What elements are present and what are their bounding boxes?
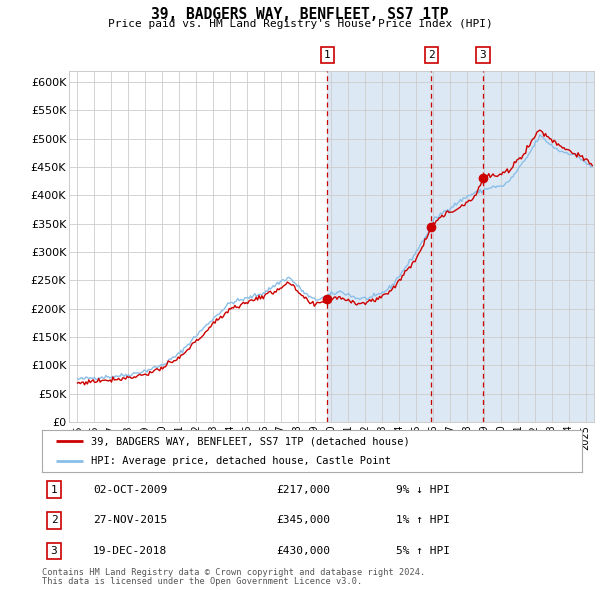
Text: £430,000: £430,000 [276, 546, 330, 556]
Text: 27-NOV-2015: 27-NOV-2015 [93, 516, 167, 525]
Text: 9% ↓ HPI: 9% ↓ HPI [396, 485, 450, 494]
Text: 02-OCT-2009: 02-OCT-2009 [93, 485, 167, 494]
Bar [327, 71, 594, 422]
Text: This data is licensed under the Open Government Licence v3.0.: This data is licensed under the Open Gov… [42, 577, 362, 586]
Text: 19-DEC-2018: 19-DEC-2018 [93, 546, 167, 556]
Text: £217,000: £217,000 [276, 485, 330, 494]
Text: £345,000: £345,000 [276, 516, 330, 525]
Text: 3: 3 [50, 546, 58, 556]
Text: 2: 2 [428, 50, 435, 60]
Text: HPI: Average price, detached house, Castle Point: HPI: Average price, detached house, Cast… [91, 457, 391, 466]
Text: Price paid vs. HM Land Registry's House Price Index (HPI): Price paid vs. HM Land Registry's House … [107, 19, 493, 29]
Text: 3: 3 [479, 50, 487, 60]
Text: 5% ↑ HPI: 5% ↑ HPI [396, 546, 450, 556]
Text: 39, BADGERS WAY, BENFLEET, SS7 1TP (detached house): 39, BADGERS WAY, BENFLEET, SS7 1TP (deta… [91, 437, 409, 447]
Text: 2: 2 [50, 516, 58, 525]
Text: Contains HM Land Registry data © Crown copyright and database right 2024.: Contains HM Land Registry data © Crown c… [42, 568, 425, 576]
Text: 39, BADGERS WAY, BENFLEET, SS7 1TP: 39, BADGERS WAY, BENFLEET, SS7 1TP [151, 7, 449, 22]
Text: 1: 1 [324, 50, 331, 60]
Text: 1% ↑ HPI: 1% ↑ HPI [396, 516, 450, 525]
Text: 1: 1 [50, 485, 58, 494]
